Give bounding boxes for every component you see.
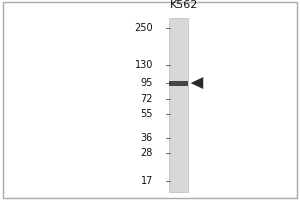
Polygon shape xyxy=(191,77,203,89)
Text: K562: K562 xyxy=(170,0,199,10)
Bar xyxy=(169,18,188,192)
Text: 72: 72 xyxy=(140,94,153,104)
Text: 95: 95 xyxy=(141,78,153,88)
Text: 28: 28 xyxy=(141,148,153,158)
Text: 55: 55 xyxy=(140,109,153,119)
Text: 17: 17 xyxy=(141,176,153,186)
Text: 130: 130 xyxy=(135,60,153,70)
Text: 250: 250 xyxy=(134,23,153,33)
FancyBboxPatch shape xyxy=(3,2,297,198)
Text: 36: 36 xyxy=(141,133,153,143)
Bar xyxy=(169,81,188,86)
